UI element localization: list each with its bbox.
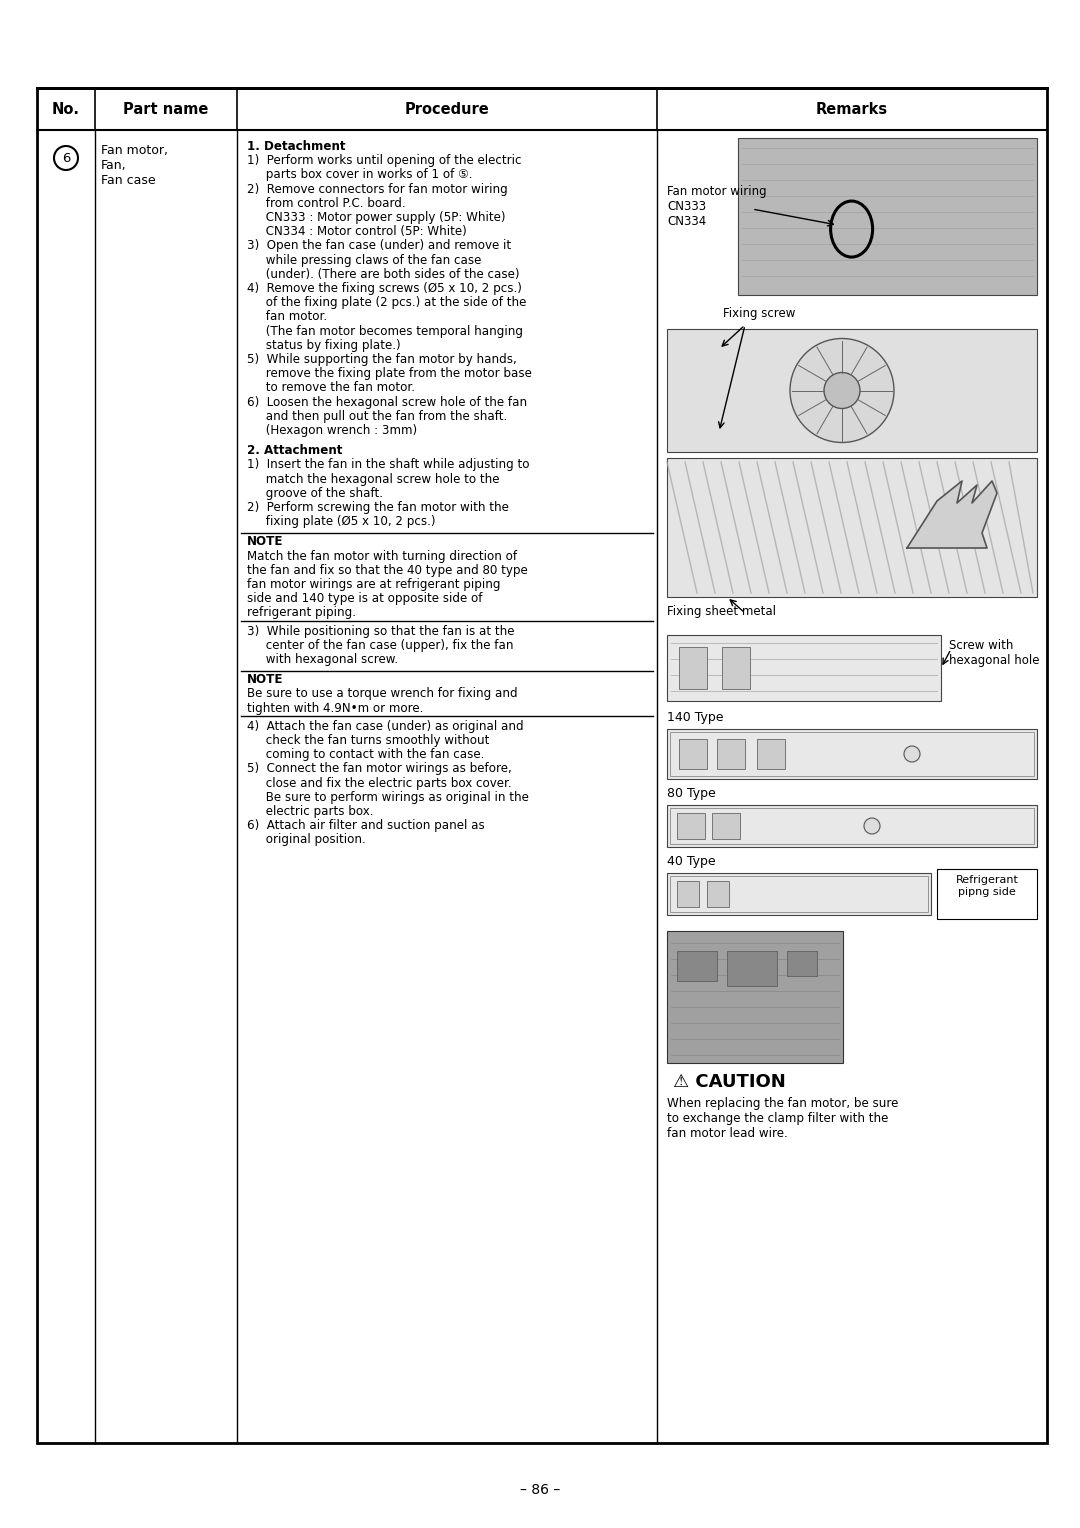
Text: Refrigerant
pipng side: Refrigerant pipng side xyxy=(956,876,1018,897)
Bar xyxy=(707,882,729,908)
Text: Match the fan motor with turning direction of: Match the fan motor with turning directi… xyxy=(247,550,517,562)
Bar xyxy=(738,138,1037,295)
Text: while pressing claws of the fan case: while pressing claws of the fan case xyxy=(247,254,482,266)
Bar xyxy=(667,872,931,915)
Text: 5)  Connect the fan motor wirings as before,: 5) Connect the fan motor wirings as befo… xyxy=(247,762,512,775)
Bar xyxy=(679,740,707,769)
Text: 4)  Remove the fixing screws (Ø5 x 10, 2 pcs.): 4) Remove the fixing screws (Ø5 x 10, 2 … xyxy=(247,283,522,295)
Text: (Hexagon wrench : 3mm): (Hexagon wrench : 3mm) xyxy=(247,423,417,437)
Text: 80 Type: 80 Type xyxy=(667,787,716,801)
Text: Screw with
hexagonal hole: Screw with hexagonal hole xyxy=(949,639,1039,668)
Bar xyxy=(667,636,941,701)
Text: side and 140 type is at opposite side of: side and 140 type is at opposite side of xyxy=(247,593,483,605)
Bar xyxy=(712,813,740,839)
Text: 5)  While supporting the fan motor by hands,: 5) While supporting the fan motor by han… xyxy=(247,353,516,367)
Bar xyxy=(677,950,717,981)
Text: parts box cover in works of 1 of ⑤.: parts box cover in works of 1 of ⑤. xyxy=(247,168,473,182)
Bar xyxy=(679,646,707,689)
Bar xyxy=(677,813,705,839)
Text: 40 Type: 40 Type xyxy=(667,856,716,868)
Polygon shape xyxy=(907,481,997,549)
Text: 1)  Insert the fan in the shaft while adjusting to: 1) Insert the fan in the shaft while adj… xyxy=(247,458,529,472)
Text: 1)  Perform works until opening of the electric: 1) Perform works until opening of the el… xyxy=(247,154,522,167)
Text: original position.: original position. xyxy=(247,833,366,847)
Text: match the hexagonal screw hole to the: match the hexagonal screw hole to the xyxy=(247,472,499,486)
Text: with hexagonal screw.: with hexagonal screw. xyxy=(247,652,399,666)
Text: 140 Type: 140 Type xyxy=(667,711,724,724)
Text: remove the fixing plate from the motor base: remove the fixing plate from the motor b… xyxy=(247,367,531,380)
Bar xyxy=(673,347,767,434)
Bar xyxy=(667,458,1037,597)
Text: groove of the shaft.: groove of the shaft. xyxy=(247,487,383,500)
Bar xyxy=(787,950,816,976)
Text: Part name: Part name xyxy=(123,101,208,116)
Text: and then pull out the fan from the shaft.: and then pull out the fan from the shaft… xyxy=(247,410,508,423)
Text: CN334 : Motor control (5P: White): CN334 : Motor control (5P: White) xyxy=(247,225,467,238)
Text: from control P.C. board.: from control P.C. board. xyxy=(247,197,406,209)
Text: NOTE: NOTE xyxy=(247,535,283,549)
Text: fixing plate (Ø5 x 10, 2 pcs.): fixing plate (Ø5 x 10, 2 pcs.) xyxy=(247,515,435,529)
Text: center of the fan case (upper), fix the fan: center of the fan case (upper), fix the … xyxy=(247,639,513,652)
Bar xyxy=(937,869,1037,918)
Text: the fan and fix so that the 40 type and 80 type: the fan and fix so that the 40 type and … xyxy=(247,564,528,576)
Text: close and fix the electric parts box cover.: close and fix the electric parts box cov… xyxy=(247,776,512,790)
Text: 1. Detachment: 1. Detachment xyxy=(247,141,346,153)
Bar xyxy=(37,89,1047,1442)
Text: refrigerant piping.: refrigerant piping. xyxy=(247,607,356,619)
Text: Fixing sheet metal: Fixing sheet metal xyxy=(667,605,777,617)
Text: 4)  Attach the fan case (under) as original and: 4) Attach the fan case (under) as origin… xyxy=(247,720,524,733)
Text: Procedure: Procedure xyxy=(405,101,489,116)
Text: 3)  While positioning so that the fan is at the: 3) While positioning so that the fan is … xyxy=(247,625,514,637)
Text: 2)  Perform screwing the fan motor with the: 2) Perform screwing the fan motor with t… xyxy=(247,501,509,513)
Text: 3)  Open the fan case (under) and remove it: 3) Open the fan case (under) and remove … xyxy=(247,240,511,252)
Text: Fixing screw: Fixing screw xyxy=(723,307,795,319)
Bar xyxy=(667,805,1037,847)
Text: coming to contact with the fan case.: coming to contact with the fan case. xyxy=(247,749,484,761)
Text: – 86 –: – 86 – xyxy=(519,1484,561,1497)
Bar xyxy=(757,740,785,769)
Text: 6)  Attach air filter and suction panel as: 6) Attach air filter and suction panel a… xyxy=(247,819,485,833)
Circle shape xyxy=(904,746,920,762)
Text: Fan motor wiring
CN333
CN334: Fan motor wiring CN333 CN334 xyxy=(667,185,767,228)
Text: of the fixing plate (2 pcs.) at the side of the: of the fixing plate (2 pcs.) at the side… xyxy=(247,296,526,309)
Bar xyxy=(667,729,1037,779)
Text: 6: 6 xyxy=(62,151,70,165)
Text: Be sure to use a torque wrench for fixing and: Be sure to use a torque wrench for fixin… xyxy=(247,688,517,700)
Text: 2)  Remove connectors for fan motor wiring: 2) Remove connectors for fan motor wirin… xyxy=(247,183,508,196)
Text: Remarks: Remarks xyxy=(815,101,888,116)
Bar xyxy=(670,732,1034,776)
Circle shape xyxy=(789,339,894,443)
Text: (under). (There are both sides of the case): (under). (There are both sides of the ca… xyxy=(247,267,519,281)
Text: ⚠ CAUTION: ⚠ CAUTION xyxy=(673,1073,786,1091)
Text: status by fixing plate.): status by fixing plate.) xyxy=(247,339,401,351)
Bar xyxy=(670,808,1034,843)
Bar xyxy=(717,740,745,769)
Circle shape xyxy=(824,373,860,408)
Text: fan motor wirings are at refrigerant piping: fan motor wirings are at refrigerant pip… xyxy=(247,578,500,591)
Text: electric parts box.: electric parts box. xyxy=(247,805,374,817)
Circle shape xyxy=(864,817,880,834)
Bar xyxy=(727,950,777,986)
Text: When replacing the fan motor, be sure
to exchange the clamp filter with the
fan : When replacing the fan motor, be sure to… xyxy=(667,1097,899,1140)
Text: 6)  Loosen the hexagonal screw hole of the fan: 6) Loosen the hexagonal screw hole of th… xyxy=(247,396,527,408)
Bar xyxy=(667,931,843,1063)
Bar xyxy=(677,882,699,908)
Text: to remove the fan motor.: to remove the fan motor. xyxy=(247,382,415,394)
Text: (The fan motor becomes temporal hanging: (The fan motor becomes temporal hanging xyxy=(247,324,523,338)
Text: check the fan turns smoothly without: check the fan turns smoothly without xyxy=(247,733,489,747)
Text: Fan motor,
Fan,
Fan case: Fan motor, Fan, Fan case xyxy=(102,144,168,186)
Text: No.: No. xyxy=(52,101,80,116)
Text: CN333 : Motor power supply (5P: White): CN333 : Motor power supply (5P: White) xyxy=(247,211,505,225)
Bar xyxy=(667,329,1037,452)
Text: Be sure to perform wirings as original in the: Be sure to perform wirings as original i… xyxy=(247,792,529,804)
Text: 2. Attachment: 2. Attachment xyxy=(247,445,342,457)
Bar xyxy=(723,646,750,689)
Bar xyxy=(670,876,928,912)
Text: fan motor.: fan motor. xyxy=(247,310,327,324)
Text: tighten with 4.9N•m or more.: tighten with 4.9N•m or more. xyxy=(247,701,423,715)
Text: NOTE: NOTE xyxy=(247,674,283,686)
